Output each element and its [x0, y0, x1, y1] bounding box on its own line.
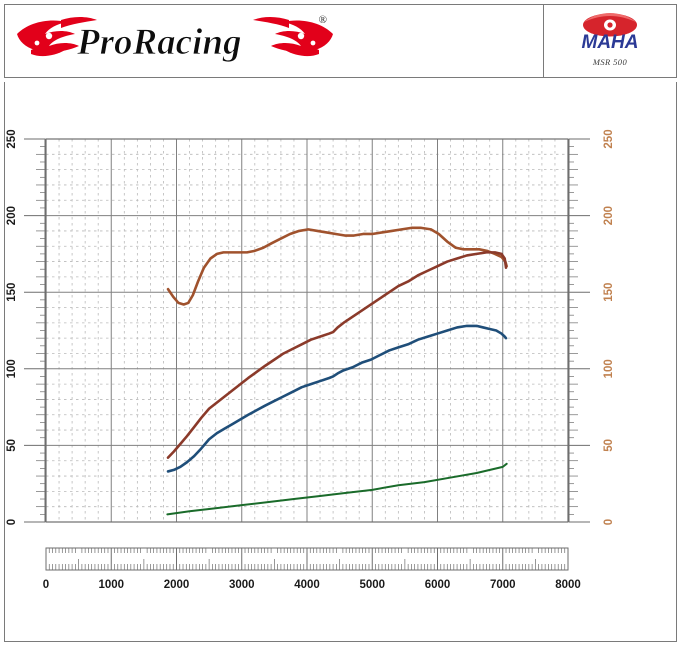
- x-axis: 0 1000 2000 3000 4000 5000 6000 7000 8000: [43, 547, 581, 591]
- data-series-group: [166, 226, 508, 516]
- x-axis-tick-label: 4000: [294, 579, 320, 591]
- x-axis-tick-label: 5000: [359, 579, 385, 591]
- y-axis-right-tick-label: 100: [603, 359, 615, 378]
- dyno-chart: 0 1000 2000 3000 4000 5000 6000 7000 80000501001…: [6, 129, 615, 591]
- series-line-power-wheel: [166, 324, 508, 473]
- y-axis-left: 0 50 100 150 200 250: [6, 129, 46, 525]
- x-axis-tick-label: 8000: [555, 579, 581, 591]
- y-axis-right-tick-label: 250: [603, 129, 615, 148]
- dyno-chart-panel: 0 1000 2000 3000 4000 5000 6000 7000 8000 0 50 100 1…: [4, 82, 677, 642]
- maha-logo: MAHA MSR 500: [562, 12, 658, 70]
- registered-mark: ®: [318, 14, 327, 26]
- y-axis-right: 0 50 100 150 200 250: [568, 129, 615, 525]
- report-header: ProRacing ® MAHA MSR 500: [4, 4, 677, 78]
- series-line-power-engine: [166, 251, 508, 459]
- proracing-wordmark: ProRacing: [76, 22, 241, 63]
- grid-lines: [46, 139, 568, 522]
- y-axis-right-tick-label: 200: [603, 206, 615, 225]
- device-logo-panel: MAHA MSR 500: [543, 5, 676, 77]
- maha-logo-graphic: MAHA: [582, 13, 639, 53]
- y-axis-right-tick-label: 50: [603, 439, 615, 452]
- x-axis-tick-label: 7000: [490, 579, 516, 591]
- x-axis-tick-label: 0: [43, 579, 49, 591]
- flame-right-icon: [253, 17, 333, 57]
- flame-left-icon: [17, 17, 97, 57]
- y-axis-left-tick-label: 250: [6, 129, 18, 148]
- x-axis-tick-label: 1000: [98, 579, 124, 591]
- series-line-drag-loss: [166, 462, 508, 516]
- x-axis-tick-label: 2000: [164, 579, 190, 591]
- y-axis-right-tick-label: 0: [603, 519, 615, 525]
- y-axis-left-tick-label: 50: [6, 439, 18, 452]
- y-axis-left-tick-label: 150: [6, 283, 18, 302]
- x-axis-tick-label: 6000: [425, 579, 451, 591]
- y-axis-right-tick-label: 150: [603, 283, 615, 302]
- y-axis-left-tick-label: 100: [6, 359, 18, 378]
- proracing-logo-graphic: ProRacing: [17, 17, 333, 63]
- plot-border: [45, 138, 569, 523]
- y-axis-left-tick-label: 200: [6, 206, 18, 225]
- maha-wordmark: MAHA: [582, 32, 639, 53]
- brand-logo-panel: ProRacing ®: [5, 5, 543, 77]
- x-axis-tick-label: 3000: [229, 579, 255, 591]
- y-axis-left-tick-label: 0: [6, 519, 18, 525]
- series-line-torque-corrected: [166, 226, 508, 306]
- proracing-logo: ProRacing ®: [15, 10, 335, 72]
- device-model-label: MSR 500: [592, 57, 628, 67]
